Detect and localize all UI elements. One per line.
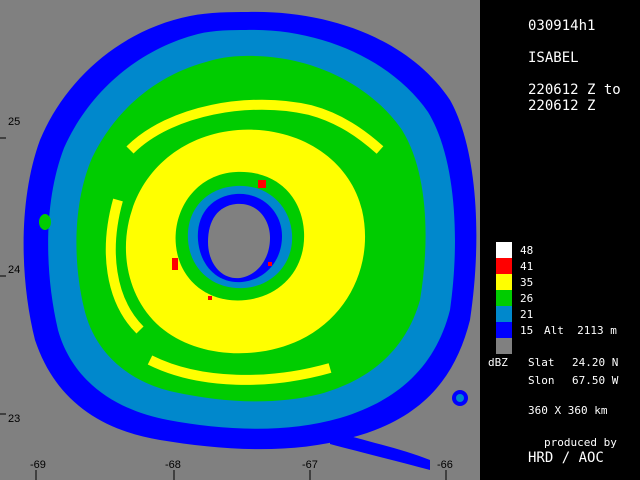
lon-tick-label: -69	[30, 459, 46, 471]
hurricane-eye	[208, 203, 270, 279]
outlying-cell	[39, 214, 51, 230]
legend-swatch-15	[496, 322, 512, 338]
lon-tick-label: -68	[165, 459, 181, 471]
legend-swatch-26	[496, 290, 512, 306]
time-range-end: 220612 Z	[528, 98, 596, 114]
rainband-arc-west	[105, 198, 144, 334]
domain-size: 360 X 360 km	[528, 404, 608, 417]
outlying-cell	[456, 394, 464, 402]
info-panel	[480, 0, 640, 480]
slat-label: Slat	[528, 356, 555, 369]
legend-label-26: 26	[520, 292, 534, 305]
legend-label-48: 48	[520, 244, 534, 257]
lat-tick-label: 23	[8, 413, 20, 425]
legend-swatch-no-data	[496, 338, 512, 354]
date-code: 030914h1	[528, 18, 596, 34]
radar-reflectivity-map: -69 -68 -67 -66 25 24 23	[0, 0, 480, 480]
time-range-start: 220612 Z to	[528, 82, 621, 98]
producer: HRD / AOC	[528, 450, 604, 466]
storm-name: ISABEL	[528, 50, 579, 66]
slat-value: 24.20 N	[572, 356, 619, 369]
outlying-band-south	[330, 430, 430, 470]
legend-label-35: 35	[520, 276, 534, 289]
slon-value: 67.50 W	[572, 374, 619, 387]
latitude-axis	[0, 137, 6, 415]
reflectivity-cell-41	[258, 180, 266, 188]
legend-swatch-41	[496, 258, 512, 274]
altitude-label: Alt 2113 m	[544, 324, 617, 337]
lat-tick-label: 25	[8, 116, 20, 128]
reflectivity-cell-41	[208, 296, 212, 300]
slon-label: Slon	[528, 374, 555, 387]
legend-label-21: 21	[520, 308, 534, 321]
legend-label-15: 15	[520, 324, 534, 337]
longitude-axis	[35, 470, 447, 480]
lon-tick-label: -67	[302, 459, 318, 471]
rainband-arc-north	[126, 99, 384, 154]
legend-swatch-35	[496, 274, 512, 290]
lon-tick-label: -66	[437, 459, 453, 471]
rainband-arc-south	[147, 355, 332, 385]
reflectivity-cell-41	[172, 258, 178, 270]
legend-unit: dBZ	[488, 356, 508, 369]
legend-label-41: 41	[520, 260, 534, 273]
produced-by-label: produced by	[544, 436, 617, 449]
reflectivity-cell-41	[268, 262, 272, 266]
legend-swatch-48	[496, 242, 512, 258]
legend-swatch-21	[496, 306, 512, 322]
lat-tick-label: 24	[8, 264, 20, 276]
